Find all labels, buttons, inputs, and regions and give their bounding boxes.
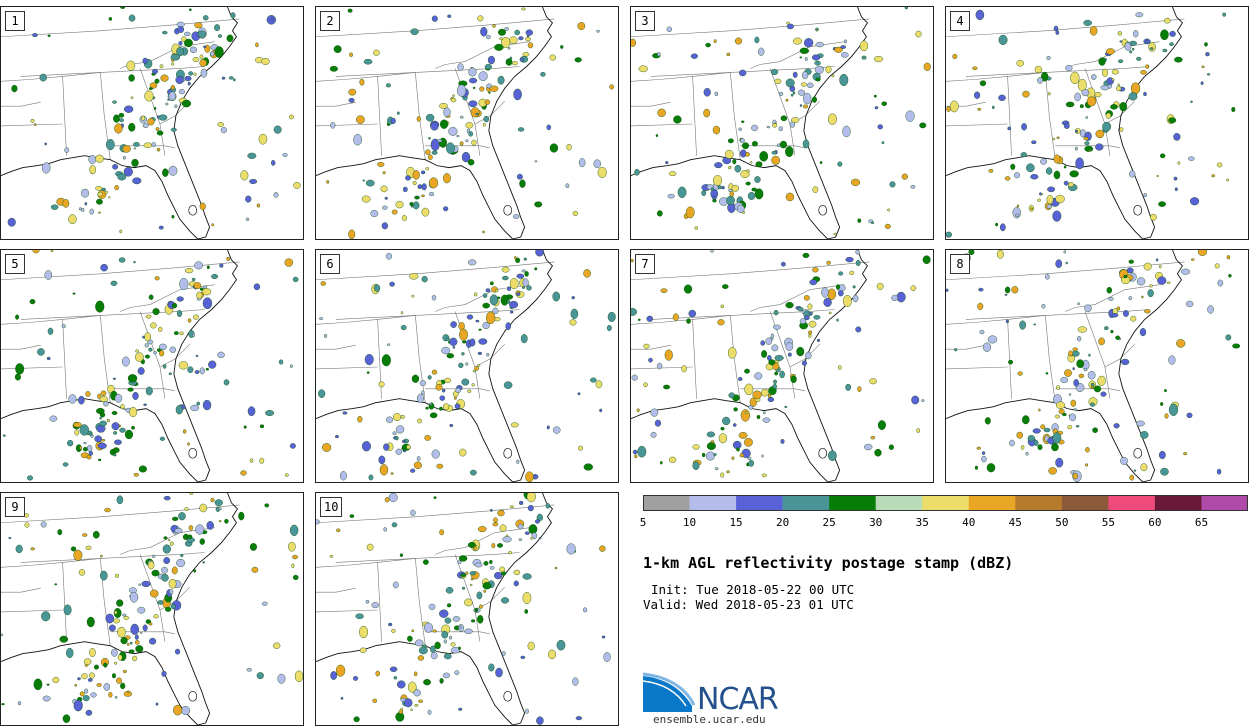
panel-number: 3 <box>635 11 655 31</box>
colorbar-segment <box>875 495 923 511</box>
site-url: ensemble.ucar.edu <box>653 713 766 726</box>
colorbar-segment <box>1108 495 1156 511</box>
map-panel: 2 <box>315 6 619 240</box>
colorbar-tick-label: 15 <box>729 516 743 529</box>
panel-number: 1 <box>5 11 25 31</box>
colorbar-segment <box>968 495 1016 511</box>
ncar-logo-icon <box>642 672 696 712</box>
panel-number: 4 <box>950 11 970 31</box>
panel-number: 9 <box>5 497 25 517</box>
colorbar-tick-label: 40 <box>962 516 976 529</box>
map-panel: 3 <box>630 6 934 240</box>
colorbar-segment <box>1201 495 1248 511</box>
colorbar-tick-label: 65 <box>1194 516 1209 529</box>
colorbar-segment <box>829 495 876 511</box>
colorbar-segment <box>1154 495 1202 511</box>
colorbar-segment <box>1015 495 1063 511</box>
plot-title: 1-km AGL reflectivity postage stamp (dBZ… <box>643 554 1014 572</box>
reflectivity-colorbar <box>643 495 1248 511</box>
panel-number: 6 <box>320 254 340 274</box>
colorbar-tick-label: 50 <box>1055 516 1069 529</box>
panel-number: 7 <box>635 254 655 274</box>
map-panel: 4 <box>945 6 1249 240</box>
colorbar-tick-label: 10 <box>682 516 697 529</box>
reflectivity-map <box>316 493 611 725</box>
colorbar-segment <box>1061 495 1109 511</box>
colorbar-tick-label: 25 <box>822 516 836 529</box>
init-time: Init: Tue 2018-05-22 00 UTC <box>651 582 855 597</box>
logo-text: NCAR <box>697 682 779 717</box>
panel-number: 2 <box>320 11 340 31</box>
panel-number: 10 <box>320 497 343 517</box>
reflectivity-map <box>316 250 616 482</box>
panel-number: 5 <box>5 254 25 274</box>
colorbar-segment <box>736 495 783 511</box>
colorbar-tick-label: 30 <box>869 516 883 529</box>
colorbar-segment <box>922 495 970 511</box>
reflectivity-map <box>1 7 301 239</box>
panel-number: 8 <box>950 254 970 274</box>
reflectivity-map <box>946 7 1236 239</box>
colorbar-tick-label: 45 <box>1008 516 1022 529</box>
map-panel: 6 <box>315 249 619 483</box>
reflectivity-map <box>1 493 303 725</box>
map-panel: 10 <box>315 492 619 726</box>
valid-time: Valid: Wed 2018-05-23 01 UTC <box>643 597 854 612</box>
map-panel: 9 <box>0 492 304 726</box>
reflectivity-map <box>631 250 931 482</box>
reflectivity-map <box>631 7 931 239</box>
colorbar-tick-label: 20 <box>775 516 790 529</box>
map-panel: 8 <box>945 249 1249 483</box>
reflectivity-map <box>946 250 1241 482</box>
colorbar-segment <box>689 495 737 511</box>
map-panel: 7 <box>630 249 934 483</box>
reflectivity-map <box>316 7 614 239</box>
colorbar-tick-label: 5 <box>639 516 647 529</box>
colorbar-segment <box>782 495 830 511</box>
colorbar-tick-label: 35 <box>915 516 929 529</box>
map-panel: 5 <box>0 249 304 483</box>
colorbar-tick-label: 60 <box>1148 516 1162 529</box>
map-panel: 1 <box>0 6 304 240</box>
colorbar-tick-label: 55 <box>1101 516 1115 529</box>
reflectivity-map <box>1 250 299 482</box>
colorbar-segment <box>643 495 690 511</box>
